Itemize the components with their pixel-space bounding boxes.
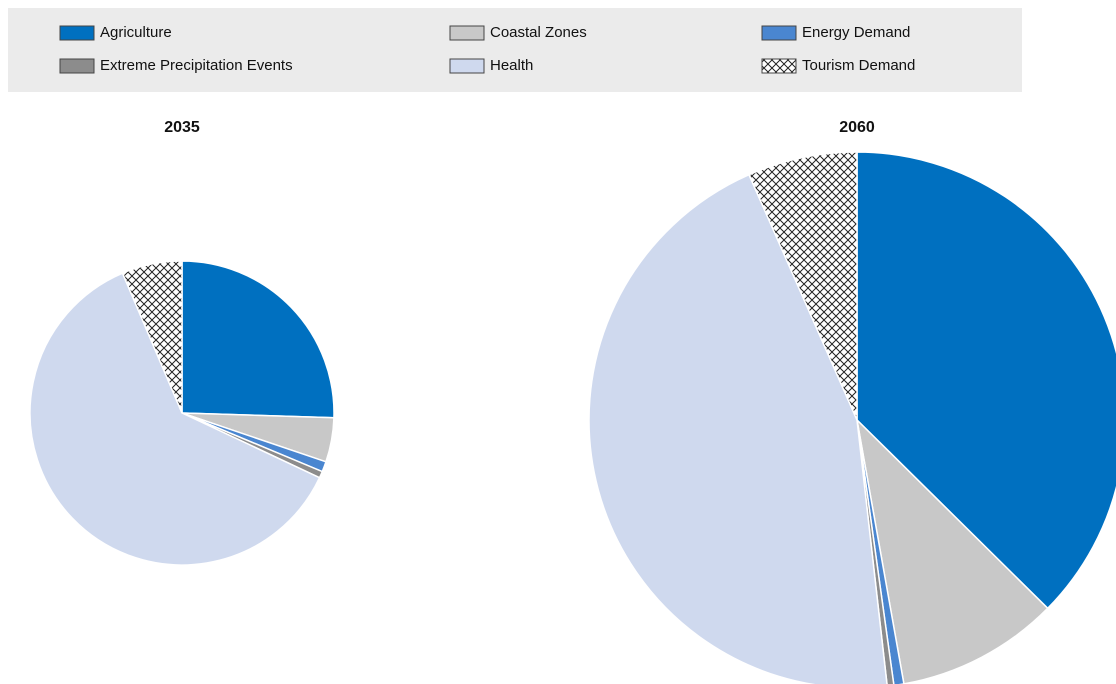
- legend-label: Extreme Precipitation Events: [100, 57, 293, 74]
- pie-slice: [121, 260, 183, 414]
- pie-title: 2035: [164, 119, 200, 136]
- pie-slice: [856, 151, 1116, 610]
- legend-background: [8, 8, 1022, 92]
- legend-swatch: [59, 58, 95, 74]
- legend-label: Agriculture: [100, 24, 172, 41]
- pie-slice: [748, 151, 858, 421]
- pie-slice: [855, 417, 1049, 684]
- pie-slice: [588, 173, 888, 684]
- legend-swatch: [59, 25, 95, 41]
- legend-swatch: [761, 25, 797, 41]
- legend-label: Tourism Demand: [802, 57, 915, 74]
- pie-title: 2060: [839, 119, 875, 136]
- legend-label: Energy Demand: [802, 24, 910, 41]
- legend-swatch: [761, 58, 797, 74]
- pie-slice: [29, 272, 321, 566]
- legend-swatch: [449, 58, 485, 74]
- legend-swatch: [449, 25, 485, 41]
- legend-label: Health: [490, 57, 533, 74]
- pie-slice: [181, 260, 335, 419]
- legend-label: Coastal Zones: [490, 24, 587, 41]
